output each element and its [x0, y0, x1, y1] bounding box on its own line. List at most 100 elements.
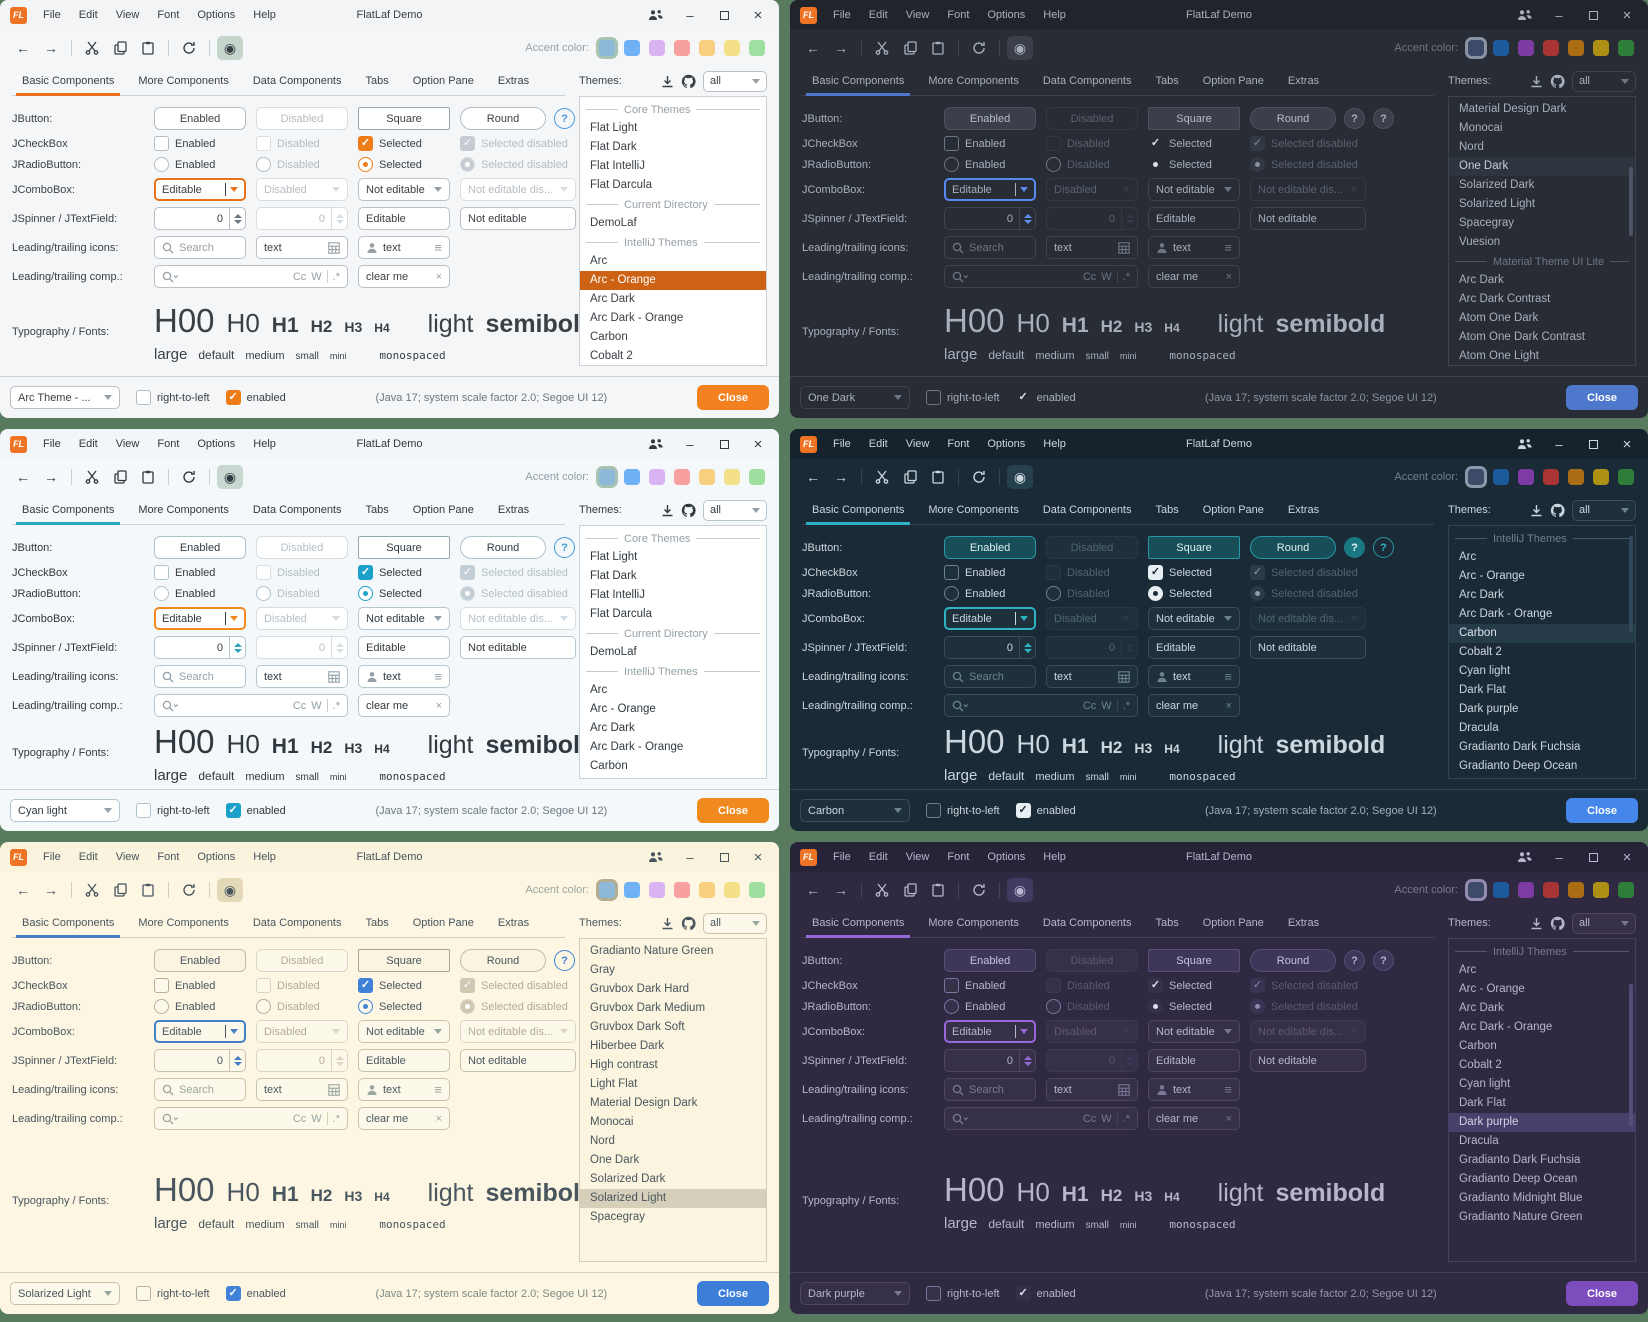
accent-swatch[interactable] [1618, 40, 1634, 56]
match-case-toggle[interactable]: Cc [1082, 699, 1097, 712]
clear-icon[interactable]: × [435, 270, 442, 283]
enabled-checkbox[interactable]: ✓ enabled [1015, 390, 1076, 405]
theme-list-item[interactable]: Flat Darcula [590, 608, 652, 620]
enabled-checkbox[interactable]: ✓ enabled [1015, 803, 1076, 818]
theme-list-item[interactable]: Dark Flat [1459, 684, 1506, 696]
theme-list-item[interactable]: Gray [590, 964, 615, 976]
download-icon[interactable] [661, 75, 674, 88]
paste-icon[interactable] [925, 36, 951, 60]
theme-list-item[interactable]: One Dark [1449, 157, 1635, 176]
theme-list-item[interactable]: Solarized Dark [590, 1173, 666, 1185]
help-button-plain[interactable]: ? [1373, 537, 1394, 558]
users-icon[interactable] [641, 3, 671, 27]
tab-extras[interactable]: Extras [497, 75, 530, 87]
tab-data-components[interactable]: Data Components [1042, 75, 1132, 87]
paste-icon[interactable] [925, 465, 951, 489]
theme-list-item[interactable]: Arc [1459, 964, 1477, 976]
square-button[interactable]: Square [1148, 536, 1240, 559]
menu-font[interactable]: Font [157, 851, 180, 863]
enabled-checkbox[interactable]: ✓ enabled [1015, 1286, 1076, 1301]
checkbox-selected[interactable]: ✓ Selected [358, 978, 450, 993]
search-input[interactable]: Search [154, 236, 246, 259]
minimize-button[interactable]: – [1555, 7, 1563, 23]
tab-option-pane[interactable]: Option Pane [412, 504, 474, 516]
text-input-with-user-icon[interactable]: text ≡ [358, 665, 450, 688]
theme-list-item[interactable]: Arc Dark Contrast [1459, 293, 1551, 305]
menu-options[interactable]: Options [987, 851, 1026, 863]
maximize-button[interactable] [1578, 432, 1608, 456]
close-button[interactable]: Close [1566, 385, 1638, 410]
tab-tabs[interactable]: Tabs [365, 75, 389, 87]
tab-data-components[interactable]: Data Components [1042, 917, 1132, 929]
menu-file[interactable]: File [833, 851, 851, 863]
accent-swatch[interactable] [1493, 40, 1509, 56]
theme-list-item[interactable]: Cobalt 2 [580, 776, 766, 778]
list-icon[interactable]: ≡ [1224, 1082, 1232, 1097]
radio-enabled[interactable]: Enabled [944, 157, 1036, 172]
inspector-eye-toggle[interactable]: ◉ [217, 465, 243, 489]
menu-options[interactable]: Options [987, 438, 1026, 450]
forward-button[interactable]: → [834, 469, 848, 485]
inspector-eye-toggle[interactable]: ◉ [217, 36, 243, 60]
enabled-button[interactable]: Enabled [154, 107, 246, 130]
back-button[interactable]: ← [16, 882, 30, 898]
theme-list-item[interactable]: Gradianto Nature Green [590, 945, 714, 957]
match-case-toggle[interactable]: Cc [292, 699, 307, 712]
checkbox-enabled[interactable]: Enabled [944, 136, 1036, 151]
search-with-caret-icon[interactable] [162, 700, 178, 712]
clear-me-field[interactable]: clear me × [358, 694, 450, 717]
whole-word-toggle[interactable]: W [1101, 270, 1112, 283]
textfield-editable[interactable]: Editable [1148, 636, 1240, 659]
theme-list-item[interactable]: Material Design Dark [1459, 103, 1567, 115]
tab-more-components[interactable]: More Components [138, 75, 229, 87]
github-icon[interactable] [1550, 74, 1565, 89]
right-to-left-checkbox[interactable]: right-to-left [136, 390, 210, 405]
copy-icon[interactable] [897, 36, 923, 60]
accent-swatch[interactable] [699, 40, 715, 56]
tab-extras[interactable]: Extras [497, 917, 530, 929]
search-input[interactable]: Search [944, 1078, 1036, 1101]
menu-font[interactable]: Font [947, 851, 970, 863]
refresh-icon[interactable] [966, 878, 992, 902]
accent-swatch[interactable] [649, 469, 665, 485]
copy-icon[interactable] [107, 465, 133, 489]
theme-list-item[interactable]: Arc [590, 255, 608, 267]
checkbox-selected[interactable]: ✓ Selected [358, 136, 450, 151]
back-button[interactable]: ← [806, 40, 820, 56]
accent-swatch[interactable] [1618, 469, 1634, 485]
text-input-with-user-icon[interactable]: text ≡ [358, 1078, 450, 1101]
paste-icon[interactable] [135, 465, 161, 489]
menu-view[interactable]: View [115, 9, 140, 21]
copy-icon[interactable] [107, 878, 133, 902]
spinner-down-icon[interactable] [233, 648, 242, 653]
list-icon[interactable]: ≡ [434, 669, 442, 684]
theme-list-item[interactable]: Gradianto Dark Fuchsia [1459, 1154, 1581, 1166]
theme-filter-select[interactable]: all [1572, 499, 1636, 521]
tab-more-components[interactable]: More Components [928, 75, 1019, 87]
checkbox-selected[interactable]: ✓ Selected [1148, 136, 1240, 151]
tab-option-pane[interactable]: Option Pane [1202, 75, 1264, 87]
theme-list-item[interactable]: Flat Darcula [590, 179, 652, 191]
radio-selected[interactable]: Selected [1148, 157, 1240, 172]
whole-word-toggle[interactable]: W [1101, 1112, 1112, 1125]
search-input[interactable]: Search [944, 236, 1036, 259]
accent-swatch[interactable] [599, 469, 615, 485]
users-icon[interactable] [1510, 432, 1540, 456]
combo-not-editable[interactable]: Not editable [1148, 607, 1240, 630]
enabled-button[interactable]: Enabled [154, 536, 246, 559]
refresh-icon[interactable] [966, 36, 992, 60]
help-button-plain[interactable]: ? [1373, 950, 1394, 971]
accent-swatch[interactable] [1493, 469, 1509, 485]
accent-swatch[interactable] [1518, 882, 1534, 898]
tab-data-components[interactable]: Data Components [252, 917, 342, 929]
spinner[interactable]: 0 [154, 207, 246, 230]
clear-me-field[interactable]: clear me × [1148, 265, 1240, 288]
users-icon[interactable] [641, 845, 671, 869]
tab-basic-components[interactable]: Basic Components [802, 498, 914, 525]
theme-list-item[interactable]: Flat IntelliJ [590, 589, 645, 601]
theme-list-item[interactable]: Dark purple [1459, 703, 1519, 715]
accent-swatch[interactable] [674, 469, 690, 485]
forward-button[interactable]: → [834, 882, 848, 898]
accent-swatch[interactable] [749, 469, 765, 485]
menu-file[interactable]: File [833, 9, 851, 21]
